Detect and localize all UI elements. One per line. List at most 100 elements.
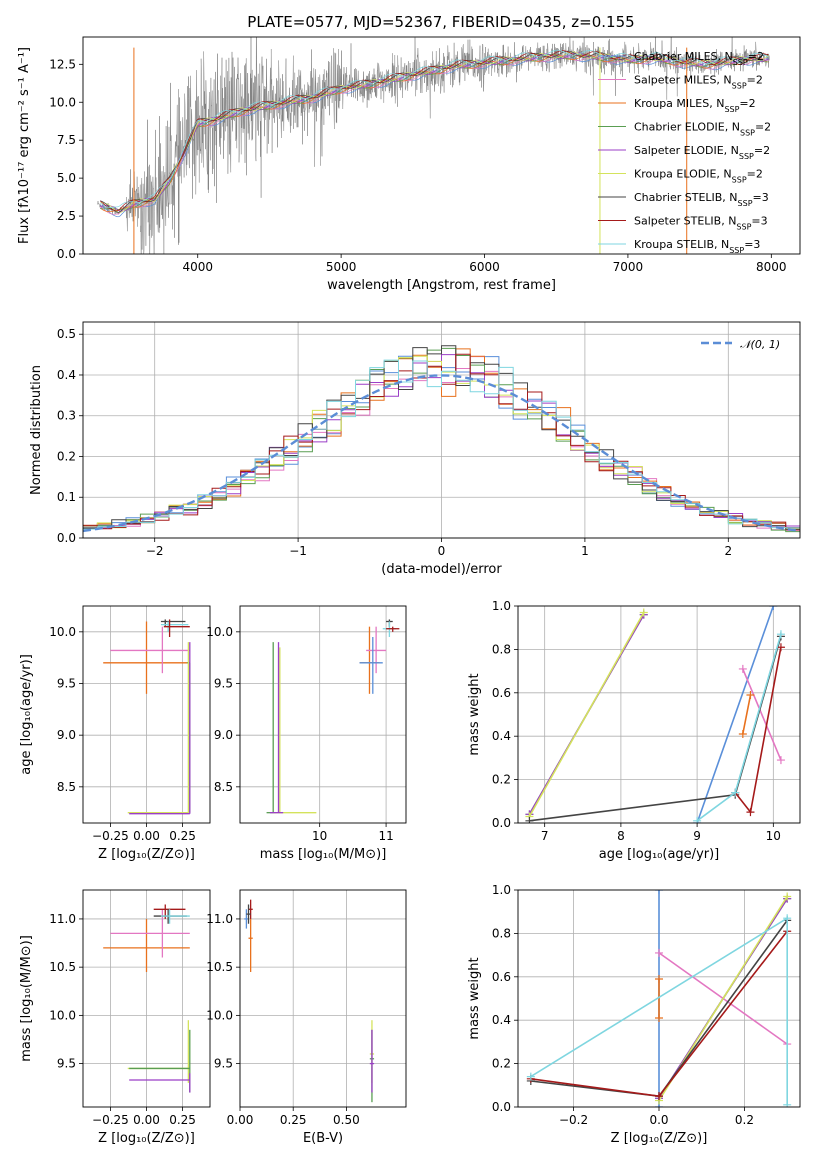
weight-vs-z-xtick-label-1: 0.0 — [649, 1113, 668, 1127]
mass-vs-z-ytick-label-0: 9.5 — [57, 1057, 76, 1071]
weight-vs-age-frame — [517, 605, 801, 824]
spectrum-ylabel: Flux [fλ10⁻¹⁷ erg cm⁻² s⁻¹ A⁻¹] — [17, 47, 32, 244]
age-vs-mass-ytick-label-0: 8.5 — [214, 780, 233, 794]
spectrum-model-line-6 — [100, 50, 769, 213]
weight-vs-age-ytick-label-1: 0.2 — [492, 773, 511, 787]
spectrum-xtick-label-4: 8000 — [756, 260, 787, 274]
residuals-ytick-label-5: 0.5 — [57, 327, 76, 341]
weight-vs-age-panel: 7 8 9 10 0.0 0.2 0.4 0.6 0.8 1.0 age [log₁₀(age/yr… — [467, 599, 801, 862]
legend-label-4: Salpeter ELODIE, NSSP=2 — [634, 144, 770, 161]
figure-title: PLATE=0577, MJD=52367, FIBERID=0435, z=0… — [247, 13, 634, 31]
weight-vs-age-ytick-label-2: 0.4 — [492, 729, 511, 743]
weight-vs-z-ytick-label-5: 1.0 — [492, 883, 511, 897]
weight-vs-z-xlabel: Z [log₁₀(Z/Z⊙)] — [611, 1131, 708, 1146]
residual-histogram-6 — [83, 345, 800, 530]
mass-vs-ebv-ytick-label-2: 10.5 — [206, 960, 233, 974]
legend-label-7: Salpeter STELIB, NSSP=3 — [634, 215, 768, 232]
residuals-xtick-label-2: 0 — [438, 544, 446, 558]
age-vs-z-ytick-label-3: 10.0 — [49, 625, 76, 639]
mass-vs-z-ytick-label-2: 10.5 — [49, 960, 76, 974]
weight-vs-z-point-5-1 — [783, 892, 792, 901]
weight-vs-age-point-8-1 — [731, 788, 740, 797]
residuals-xtick-label-0: −2 — [146, 544, 164, 558]
weight-vs-age-series-7 — [734, 647, 782, 814]
weight-vs-z-xtick-label-2: 0.2 — [735, 1113, 754, 1127]
age-vs-z-panel: −0.25 0.00 0.25 8.5 9.0 9.5 10.0 Z [log₁₀(Z/Z⊙)… — [19, 605, 211, 862]
age-vs-mass-frame — [239, 605, 407, 824]
age-vs-z-ytick-label-2: 9.5 — [57, 677, 76, 691]
legend-label-5: Kroupa ELODIE, NSSP=2 — [634, 168, 763, 185]
residuals-ytick-label-4: 0.4 — [57, 368, 76, 382]
spectrum-xtick-label-2: 6000 — [469, 260, 500, 274]
normal-legend-label: 𝒩(0, 1) — [740, 338, 780, 351]
residuals-xlabel: (data-model)/error — [381, 562, 502, 577]
residuals-xtick-label-1: −1 — [289, 544, 307, 558]
weight-vs-age-xtick-label-3: 10 — [766, 829, 781, 843]
weight-vs-z-plot-area — [526, 890, 792, 1107]
age-vs-z-ytick-label-0: 8.5 — [57, 780, 76, 794]
residual-histogram-8 — [83, 359, 800, 530]
legend-label-1: Salpeter MILES, NSSP=2 — [634, 74, 763, 91]
weight-vs-age-ytick-label-3: 0.6 — [492, 686, 511, 700]
weight-vs-age-xtick-label-0: 7 — [541, 829, 549, 843]
spectrum-ytick-label-2: 5.0 — [57, 171, 76, 185]
spectrum-model-line-5 — [100, 51, 769, 214]
weight-vs-z-ylabel: mass weight — [467, 957, 482, 1039]
weight-vs-z-point-2-1 — [655, 974, 663, 983]
weight-vs-age-point-7-2 — [776, 643, 785, 652]
age-vs-mass-xlabel: mass [log₁₀(M/M⊙)] — [260, 847, 387, 862]
weight-vs-z-point-7-1 — [655, 1092, 663, 1101]
legend-label-2: Kroupa MILES, NSSP=2 — [634, 97, 756, 114]
weight-vs-z-point-8-0 — [526, 1072, 535, 1081]
mass-vs-z-frame — [82, 889, 211, 1108]
mass-vs-z-xtick-label-0: −0.25 — [92, 1113, 129, 1127]
weight-vs-age-ytick-label-5: 1.0 — [492, 599, 511, 613]
age-vs-z-plot-area — [103, 619, 191, 815]
weight-vs-age-series-1 — [742, 668, 782, 761]
age-vs-z-ytick-label-1: 9.0 — [57, 728, 76, 742]
weight-vs-age-point-1-0 — [738, 664, 747, 673]
weight-vs-z-point-8-2 — [783, 1100, 792, 1107]
residuals-xtick-label-4: 2 — [724, 544, 732, 558]
legend-label-sub-3: SSP — [740, 128, 755, 137]
residuals-ytick-label-1: 0.1 — [57, 490, 76, 504]
weight-vs-age-point-5-1 — [639, 608, 648, 617]
age-vs-mass-ytick-label-2: 9.5 — [214, 677, 233, 691]
spectrum-model-line-3 — [100, 53, 769, 210]
age-vs-mass-ytick-label-1: 9.0 — [214, 728, 233, 742]
weight-vs-age-point-8-0 — [693, 816, 702, 823]
legend-label-nssp-1: =2 — [747, 74, 763, 87]
weight-vs-z-ytick-label-3: 0.6 — [492, 970, 511, 984]
legend-label-nssp-5: =2 — [747, 168, 763, 181]
spectrum-panel: 4000 5000 6000 7000 8000 0.0 2.5 5.0 7.5 10.0 12.5… — [17, 36, 801, 293]
weight-vs-age-xtick-label-2: 9 — [693, 829, 701, 843]
weight-vs-z-point-0-1 — [655, 890, 663, 894]
weight-vs-z-point-2-0 — [655, 1014, 663, 1023]
age-vs-mass-xtick-label-1: 11 — [378, 829, 393, 843]
weight-vs-age-ytick-label-4: 0.8 — [492, 642, 511, 656]
residuals-plot-area — [83, 345, 800, 533]
mass-vs-ebv-xtick-label-1: 0.25 — [280, 1113, 307, 1127]
weight-vs-z-point-1-0 — [655, 948, 663, 957]
spectrum-xtick-label-1: 5000 — [326, 260, 357, 274]
weight-vs-z-ytick-label-2: 0.4 — [492, 1013, 511, 1027]
residuals-ylabel: Normed distribution — [29, 365, 44, 495]
mass-vs-z-xtick-label-1: 0.00 — [133, 1113, 160, 1127]
mass-vs-z-xlabel: Z [log₁₀(Z/Z⊙)] — [98, 1131, 195, 1146]
legend-label-sub-6: SSP — [738, 199, 753, 208]
legend-label-6: Chabrier STELIB, NSSP=3 — [634, 191, 769, 208]
residuals-ytick-label-3: 0.3 — [57, 409, 76, 423]
legend-label-sub-7: SSP — [736, 222, 751, 231]
age-vs-mass-xtick-label-0: 10 — [312, 829, 327, 843]
mass-vs-ebv-ytick-label-3: 11.0 — [206, 912, 233, 926]
weight-vs-age-series-5 — [528, 612, 645, 817]
weight-vs-age-point-8-2 — [776, 630, 785, 639]
weight-vs-age-point-2-0 — [738, 730, 747, 739]
weight-vs-z-ytick-label-0: 0.0 — [492, 1100, 511, 1114]
age-vs-z-ylabel: age [log₁₀(age/yr)] — [19, 654, 34, 775]
legend-label-nssp-7: =3 — [751, 215, 767, 228]
weight-vs-age-point-2-1 — [746, 690, 755, 699]
residuals-xtick-label-3: 1 — [581, 544, 589, 558]
spectrum-xlabel: wavelength [Angstrom, rest frame] — [327, 278, 556, 293]
legend-label-sub-4: SSP — [739, 152, 754, 161]
